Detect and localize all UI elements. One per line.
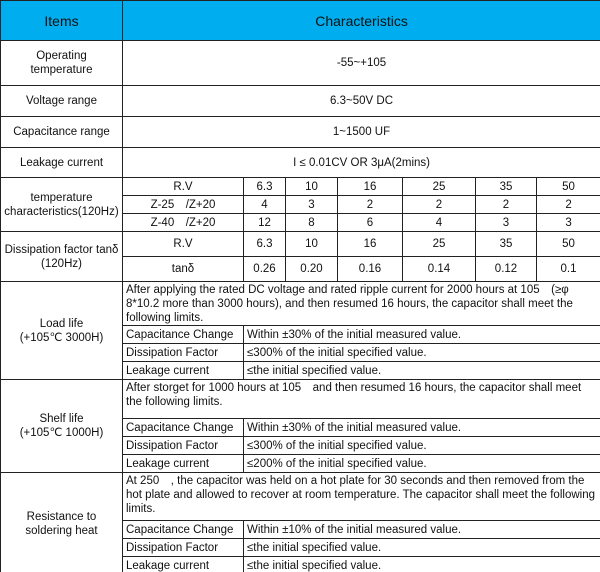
value-cell: 0.14 — [402, 256, 476, 282]
row-label: R.V — [122, 231, 244, 257]
limit-row: Leakage current ≤the initial specified va… — [1, 361, 600, 380]
value-cell: 25 — [402, 231, 476, 257]
value-cell: 2 — [337, 195, 403, 214]
load_life-label: Load life (+105℃ 3000H) — [0, 281, 123, 380]
load_life-description: After applying the rated DC voltage and … — [121, 281, 600, 326]
item-label: Leakage current — [0, 147, 123, 178]
label-line: Resistance to — [26, 510, 97, 523]
value-cell: 3 — [535, 213, 600, 232]
value-cell: 35 — [475, 231, 537, 257]
row-label: Z-25 /Z+20 — [122, 195, 244, 214]
load_life-row: Load life (+105℃ 3000H) After applying the… — [0, 281, 600, 380]
limit-value: ≤the initial specified value. — [242, 361, 600, 380]
label-line: (+105℃ 3000H) — [19, 331, 104, 344]
soldering-row: Resistance to soldering heat At 250 , the … — [0, 472, 600, 572]
value-cell: 16 — [337, 231, 403, 257]
value-cell: 8 — [285, 213, 338, 232]
label-line: (+105℃ 1000H) — [19, 427, 104, 439]
limit-row: Dissipation Factor ≤300% of the initial s… — [1, 436, 600, 455]
shelf_life-row: Shelf life (+105℃ 1000H) After storget for… — [0, 379, 600, 473]
table-row: Leakage current I ≤ 0.01CV OR 3μA(2mins) — [0, 147, 600, 178]
label-line: soldering heat — [25, 524, 98, 537]
value-cell: 50 — [535, 231, 600, 257]
limit-name: Capacitance Change — [122, 520, 244, 539]
value-cell: 25 — [402, 177, 476, 196]
item-value: -55~+105 — [121, 40, 600, 86]
item-value: I ≤ 0.01CV OR 3μA(2mins) — [121, 147, 600, 178]
value-cell: 16 — [337, 177, 403, 196]
item-value: 1~1500 UF — [121, 116, 600, 148]
value-cell: 2 — [535, 195, 600, 214]
limit-name: Dissipation Factor — [122, 343, 244, 362]
value-cell: 2 — [475, 195, 537, 214]
value-cell: 0.26 — [243, 256, 286, 282]
value-cell: 10 — [285, 231, 338, 257]
value-cell: 3 — [475, 213, 537, 232]
item-value: 6.3~50V DC — [121, 85, 600, 117]
limit-value: Within ±10% of the initial measured valu… — [242, 520, 600, 539]
value-cell: 2 — [402, 195, 476, 214]
limit-row: Capacitance Change Within ±30% of the ini… — [1, 418, 600, 437]
limit-name: Dissipation Factor — [122, 436, 244, 455]
value-cell: 4 — [402, 213, 476, 232]
limit-row: Dissipation Factor ≤300% of the initial s… — [1, 343, 600, 362]
value-cell: 10 — [285, 177, 338, 196]
value-cell: 0.20 — [285, 256, 338, 282]
limit-row: Dissipation Factor ≤the initial specified… — [1, 538, 600, 557]
table-row: Operating temperature -55~+105 — [0, 40, 600, 86]
limit-name: Leakage current — [122, 556, 244, 572]
value-cell: 0.12 — [475, 256, 537, 282]
value-cell: 6 — [337, 213, 403, 232]
shelf_life-label: Shelf life (+105℃ 1000H) — [0, 379, 123, 473]
value-cell: 35 — [475, 177, 537, 196]
value-cell: 6.3 — [243, 177, 286, 196]
dissipation-label: Dissipation factor tanδ (120Hz) — [0, 231, 123, 282]
row-label: R.V — [122, 177, 244, 196]
value-cell: 0.16 — [337, 256, 403, 282]
limit-value: Within ±30% of the initial measured valu… — [242, 418, 600, 437]
value-cell: 4 — [243, 195, 286, 214]
limit-row: Leakage current ≤200% of the initial spec… — [1, 454, 600, 473]
limit-name: Capacitance Change — [122, 418, 244, 437]
label-line: Load life — [39, 317, 84, 330]
limit-name: Leakage current — [122, 454, 244, 473]
header-row: Items Characteristics — [0, 0, 600, 41]
soldering-label: Resistance to soldering heat — [0, 472, 123, 572]
value-cell: 12 — [243, 213, 286, 232]
value-cell: 6.3 — [243, 231, 286, 257]
table-row: Dissipation factor tanδ (120Hz) R.V 6.3 10 1… — [0, 231, 600, 282]
limit-name: Leakage current — [122, 361, 244, 380]
label-line: Shelf life — [39, 413, 84, 425]
item-label: Operating temperature — [0, 40, 123, 86]
row-label: Z-40 /Z+20 — [122, 213, 244, 232]
header-items: Items — [0, 0, 123, 41]
header-characteristics: Characteristics — [121, 0, 600, 41]
limit-value: ≤200% of the initial specified value. — [242, 454, 600, 473]
limit-value: ≤300% of the initial specified value. — [242, 343, 600, 362]
row-label: tanδ — [122, 256, 244, 282]
item-label: Voltage range — [0, 85, 123, 117]
table-row: Z-25 /Z+20 4 3 2 2 2 2 — [1, 195, 600, 214]
limit-row: Leakage current ≤the initial specified va… — [1, 556, 600, 572]
value-cell: 3 — [285, 195, 338, 214]
table-row: Capacitance range 1~1500 UF — [0, 116, 600, 148]
item-label: Capacitance range — [0, 116, 123, 148]
limit-name: Dissipation Factor — [122, 538, 244, 557]
soldering-description: At 250 , the capacitor was held on a hot… — [121, 472, 600, 521]
shelf_life-description: After storget for 1000 hours at 105 and … — [121, 379, 600, 419]
limit-value: ≤the initial specified value. — [242, 556, 600, 572]
limit-row: Capacitance Change Within ±10% of the ini… — [1, 520, 600, 539]
table-row: temperature characteristics(120Hz) R.V 6.3… — [0, 177, 600, 232]
limit-name: Capacitance Change — [122, 325, 244, 344]
limit-value: Within ±30% of the initial measured valu… — [242, 325, 600, 344]
limit-value: ≤the initial specified value. — [242, 538, 600, 557]
temp-char-label: temperature characteristics(120Hz) — [0, 177, 123, 232]
value-cell: 50 — [535, 177, 600, 196]
limit-value: ≤300% of the initial specified value. — [242, 436, 600, 455]
value-cell: 0.1 — [535, 256, 600, 282]
table-row: Voltage range 6.3~50V DC — [0, 85, 600, 117]
